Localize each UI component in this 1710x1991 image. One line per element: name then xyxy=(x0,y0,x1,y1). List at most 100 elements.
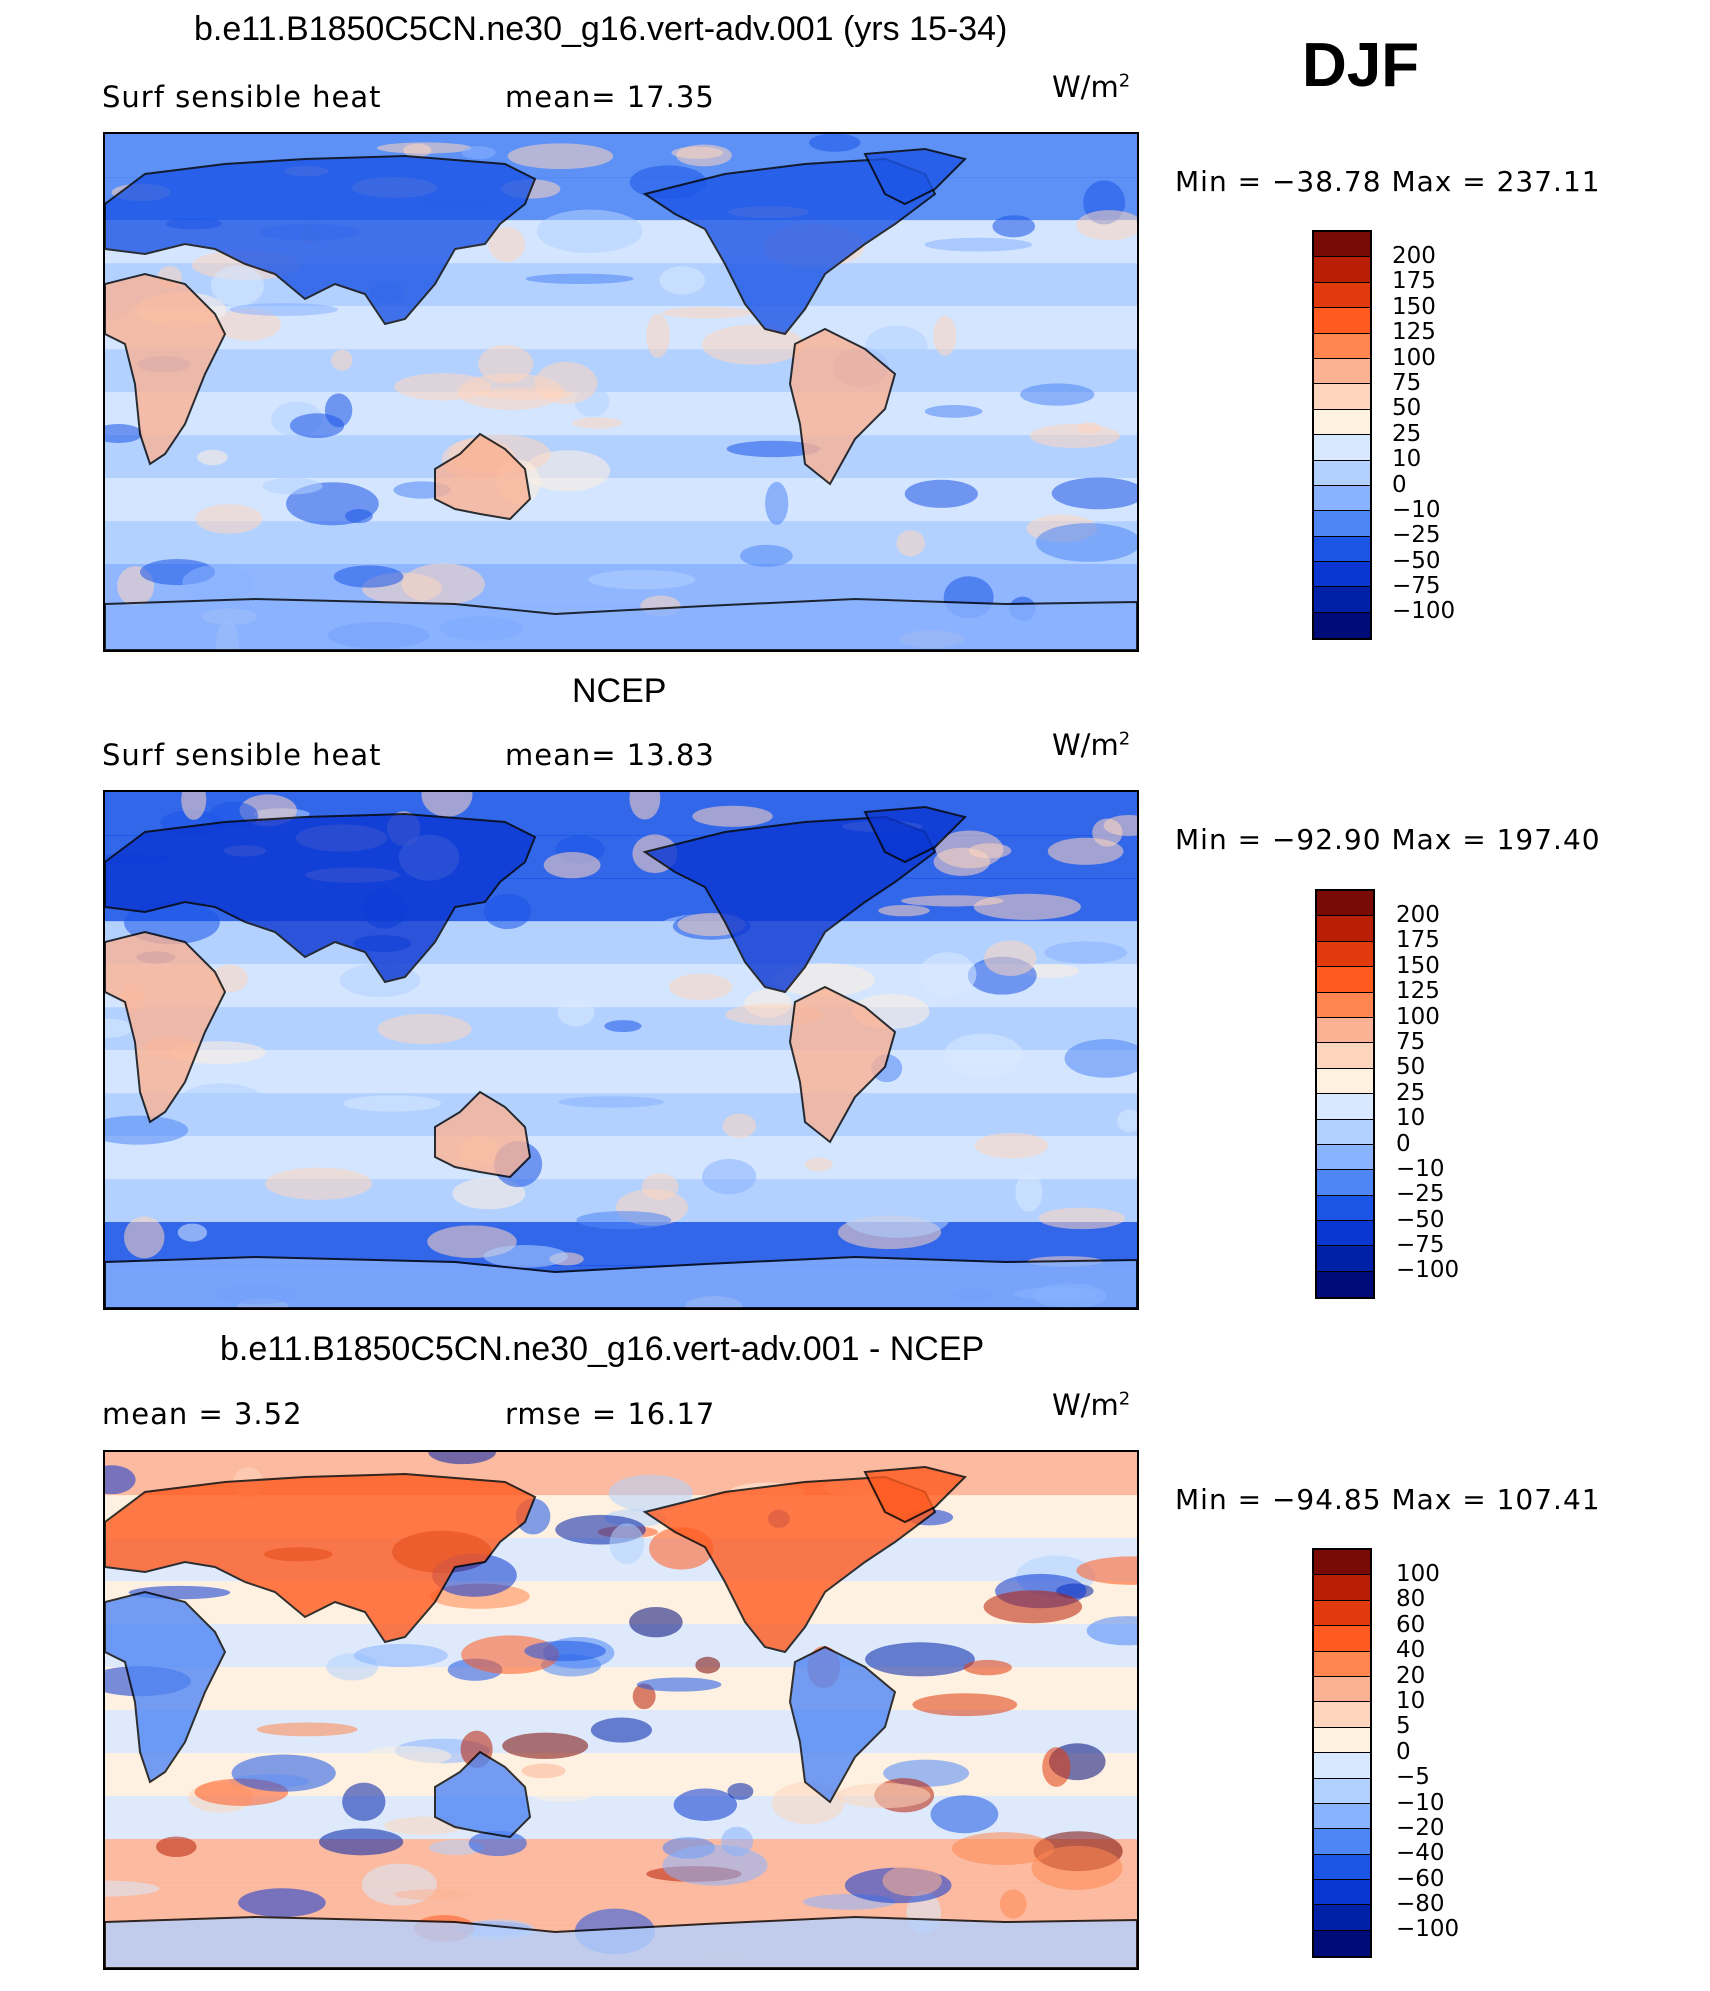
colorbar-tick-label: 100 xyxy=(1396,1003,1440,1030)
continent-outline xyxy=(863,147,967,206)
panel-3-colorbar-labels: 100 80 60 40 20 10 5 0 −5 −10 −20 −40 −60 −80 −100 xyxy=(1396,1561,1460,1943)
colorbar-swatch xyxy=(1314,1702,1370,1728)
colorbar-swatch xyxy=(1314,1550,1370,1576)
colorbar-swatch xyxy=(1314,1575,1370,1601)
colorbar-tick-label: −100 xyxy=(1396,1916,1460,1943)
colorbar-swatch xyxy=(1314,1778,1370,1804)
colorbar-tick-label: 5 xyxy=(1396,1713,1411,1740)
colorbar-swatch xyxy=(1317,1221,1373,1247)
colorbar-tick-label: 150 xyxy=(1392,293,1436,320)
colorbar-tick-label: −10 xyxy=(1392,496,1441,523)
colorbar-swatch xyxy=(1314,1829,1370,1855)
colorbar-tick-label: 80 xyxy=(1396,1586,1426,1613)
panel-1-colorbar-labels: 200 175 150 125 100 75 50 25 10 0 −10 −25 −50 −75 −100 xyxy=(1392,243,1456,625)
colorbar-tick-label: 25 xyxy=(1396,1079,1426,1106)
colorbar-tick-label: −80 xyxy=(1396,1891,1445,1918)
panel-3-rmse-label: rmse = 16.17 xyxy=(505,1397,716,1431)
continent-outline xyxy=(788,985,897,1144)
colorbar-tick-label: 20 xyxy=(1396,1662,1426,1689)
panel-1-units: W/m2 xyxy=(1052,70,1131,104)
colorbar-swatch xyxy=(1314,1676,1370,1703)
continent-outline xyxy=(105,1590,227,1784)
panel-2-title: NCEP xyxy=(572,672,667,710)
colorbar-swatch xyxy=(1317,1068,1373,1095)
colorbar-swatch xyxy=(1314,612,1370,639)
panel-2-map xyxy=(103,790,1139,1310)
continent-outline xyxy=(434,432,532,521)
colorbar-tick-label: −100 xyxy=(1396,1257,1460,1284)
continent-outline xyxy=(105,272,227,466)
colorbar-swatch xyxy=(1314,358,1370,385)
colorbar-tick-label: 50 xyxy=(1396,1054,1426,1081)
colorbar-tick-label: 175 xyxy=(1392,268,1436,295)
colorbar-swatch xyxy=(1314,1803,1370,1830)
colorbar-swatch xyxy=(1314,257,1370,283)
panel-1-map xyxy=(103,132,1139,652)
colorbar-swatch xyxy=(1317,992,1373,1018)
colorbar-swatch xyxy=(1317,941,1373,968)
panel-2-mean-label: mean= 13.83 xyxy=(505,738,715,772)
colorbar-tick-label: −75 xyxy=(1392,573,1441,600)
colorbar-tick-label: 10 xyxy=(1392,446,1422,473)
continent-outline xyxy=(642,157,937,336)
panel-2-variable-label: Surf sensible heat xyxy=(102,738,382,772)
colorbar-tick-label: 0 xyxy=(1396,1130,1411,1157)
colorbar-tick-label: 40 xyxy=(1396,1637,1426,1664)
continent-outline xyxy=(863,1465,967,1524)
colorbar-swatch xyxy=(1317,891,1373,917)
colorbar-tick-label: 10 xyxy=(1396,1105,1426,1132)
colorbar-swatch xyxy=(1314,536,1370,563)
colorbar-tick-label: −10 xyxy=(1396,1789,1445,1816)
colorbar-tick-label: −50 xyxy=(1392,547,1441,574)
continent-outline xyxy=(434,1090,532,1179)
colorbar-swatch xyxy=(1314,1600,1370,1627)
colorbar-swatch xyxy=(1317,1271,1373,1298)
colorbar-tick-label: 50 xyxy=(1392,395,1422,422)
colorbar-swatch xyxy=(1314,562,1370,588)
continent-outline xyxy=(105,154,537,326)
colorbar-swatch xyxy=(1314,1626,1370,1652)
season-label: DJF xyxy=(1302,31,1420,100)
colorbar-tick-label: 60 xyxy=(1396,1611,1426,1638)
continent-outline xyxy=(642,1475,937,1654)
panel-2-colorbar-labels: 200 175 150 125 100 75 50 25 10 0 −10 −25 −50 −75 −100 xyxy=(1396,902,1460,1284)
continent-outline xyxy=(105,1472,537,1644)
colorbar-tick-label: −25 xyxy=(1396,1181,1445,1208)
colorbar-swatch xyxy=(1314,409,1370,436)
continent-outline xyxy=(642,815,937,994)
colorbar-swatch xyxy=(1314,587,1370,613)
colorbar-tick-label: 75 xyxy=(1396,1028,1426,1055)
panel-3-map xyxy=(103,1450,1139,1970)
colorbar-swatch xyxy=(1317,1170,1373,1196)
colorbar-swatch xyxy=(1317,1144,1373,1171)
colorbar-tick-label: 0 xyxy=(1392,471,1407,498)
panel-3-mean-label: mean = 3.52 xyxy=(102,1397,303,1431)
panel-1-colorbar xyxy=(1312,230,1372,640)
panel-1-title: b.e11.B1850C5CN.ne30_g16.vert-adv.001 (y… xyxy=(194,10,1008,48)
colorbar-tick-label: 10 xyxy=(1396,1687,1426,1714)
colorbar-tick-label: −20 xyxy=(1396,1814,1445,1841)
continent-outline xyxy=(105,597,1137,650)
panel-1-min-max: Min = −38.78 Max = 237.11 xyxy=(1175,165,1601,198)
colorbar-swatch xyxy=(1317,1195,1373,1222)
colorbar-tick-label: 100 xyxy=(1392,344,1436,371)
panel-3-colorbar xyxy=(1312,1548,1372,1958)
colorbar-swatch xyxy=(1317,1094,1373,1120)
colorbar-swatch xyxy=(1314,1651,1370,1677)
colorbar-swatch xyxy=(1314,1905,1370,1931)
panel-3-title: b.e11.B1850C5CN.ne30_g16.vert-adv.001 - … xyxy=(220,1330,985,1368)
colorbar-tick-label: 100 xyxy=(1396,1561,1440,1587)
colorbar-tick-label: −5 xyxy=(1396,1764,1430,1791)
colorbar-swatch xyxy=(1314,511,1370,537)
colorbar-swatch xyxy=(1317,1043,1373,1069)
continent-outline xyxy=(105,1915,1137,1968)
colorbar-tick-label: −60 xyxy=(1396,1865,1445,1892)
continent-outline xyxy=(863,805,967,864)
panel-1-mean-label: mean= 17.35 xyxy=(505,80,715,114)
colorbar-tick-label: −10 xyxy=(1396,1155,1445,1182)
continent-outline xyxy=(434,1750,532,1839)
colorbar-tick-label: 125 xyxy=(1396,978,1440,1005)
colorbar-tick-label: −100 xyxy=(1392,598,1456,625)
colorbar-tick-label: −25 xyxy=(1392,522,1441,549)
colorbar-swatch xyxy=(1314,308,1370,334)
